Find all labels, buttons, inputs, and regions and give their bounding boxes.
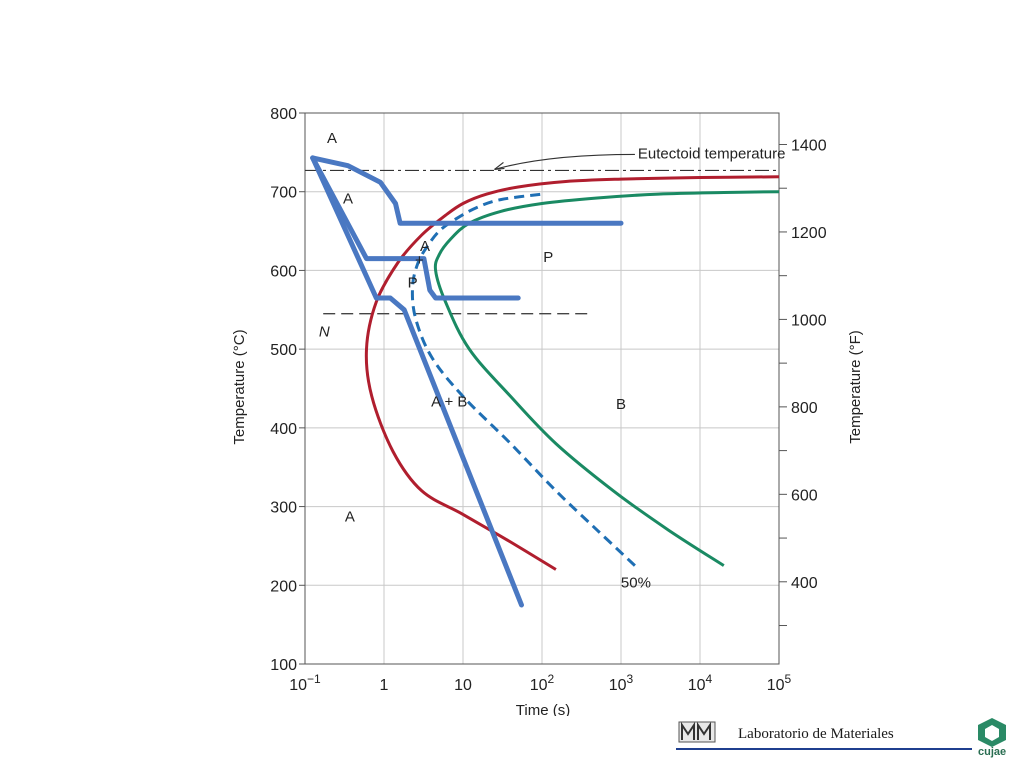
y-tick-label-left: 500 [270, 342, 297, 359]
y-tick-label-right: 1000 [791, 312, 827, 329]
x-tick-label: 1 [380, 677, 389, 694]
y-tick-label-left: 600 [270, 263, 297, 280]
start-curve [364, 175, 780, 571]
y-axis-title-right: Temperature (°F) [847, 330, 864, 444]
org-name: cujae [978, 746, 1007, 758]
region-label: A [327, 130, 337, 147]
y-tick-label-right: 400 [791, 575, 818, 592]
region-label: A [345, 509, 355, 526]
y-tick-label-left: 700 [270, 185, 297, 202]
n-label: N [319, 324, 330, 341]
region-label: A [343, 191, 353, 208]
cooling-path-3 [310, 155, 524, 608]
ticks: 10−1 1 10 102 103 104 105 100 200 300 400 500 600 700… [270, 106, 826, 694]
region-label: + [415, 252, 424, 269]
x-tick-label: 103 [609, 672, 634, 694]
labels: AAA+PPA + B BA [327, 130, 626, 526]
lab-logo-icon [678, 721, 716, 743]
fifty-percent-curve [410, 192, 636, 567]
cooling-paths [310, 155, 624, 608]
cujae-logo-icon [978, 718, 1006, 747]
lab-name: Laboratorio de Materiales [738, 726, 894, 742]
eutectoid-arrowhead [494, 161, 505, 171]
region-label: B [616, 396, 626, 413]
finish-curve [433, 190, 780, 567]
x-tick-label: 105 [767, 672, 792, 694]
y-tick-label-left: 300 [270, 500, 297, 517]
x-tick-label: 104 [688, 672, 713, 694]
x-tick-label: 10 [454, 677, 472, 694]
plot-frame [304, 112, 780, 665]
y-axis-title-left: Temperature (°C) [231, 329, 248, 444]
region-label: A + B [431, 394, 467, 411]
region-label: A [420, 238, 430, 255]
eutectoid-label: Eutectoid temperature [638, 145, 786, 162]
eutectoid-line: Eutectoid temperature N [305, 145, 786, 341]
eutectoid-arrow [494, 153, 635, 171]
y-tick-label-right: 1400 [791, 137, 827, 154]
curves: 50% [364, 175, 780, 592]
y-tick-label-left: 800 [270, 106, 297, 123]
footer-divider [676, 748, 972, 750]
x-axis-title: Time (s) [516, 702, 570, 716]
cooling-path-2 [310, 155, 521, 301]
region-label: P [408, 275, 418, 292]
y-tick-label-right: 1200 [791, 225, 827, 242]
x-tick-label: 102 [530, 672, 555, 694]
grid [304, 112, 780, 665]
footer: Laboratorio de Materiales cujae [676, 716, 1010, 760]
y-tick-label-left: 400 [270, 421, 297, 438]
fifty-percent-curve-label: 50% [621, 575, 651, 592]
x-tick-label: 10−1 [289, 672, 321, 694]
y-tick-label-left: 100 [270, 657, 297, 674]
y-tick-label-right: 600 [791, 487, 818, 504]
cooling-path-1 [310, 155, 624, 226]
y-tick-label-left: 200 [270, 578, 297, 595]
y-tick-label-right: 800 [791, 400, 818, 417]
region-label: P [543, 249, 553, 266]
